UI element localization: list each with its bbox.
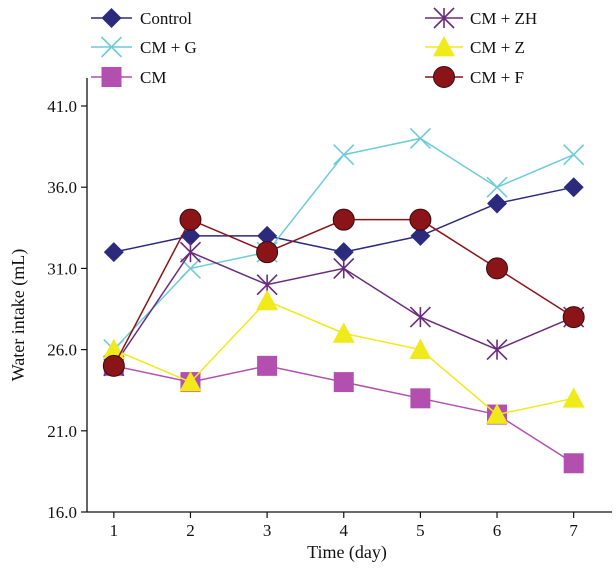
legend-label: CM + Z	[470, 38, 525, 57]
legend-marker	[101, 67, 122, 87]
series-line	[113, 218, 575, 367]
x-tick-label: 5	[416, 521, 425, 540]
axes-layer: 16.0 21.0 26.0 31.0 36.0 41.0 1 2 3 4 5 6 7	[47, 78, 612, 540]
data-point	[486, 339, 508, 361]
data-point	[333, 144, 355, 166]
data-point	[563, 177, 584, 198]
legend: Control CM + G CM CM + ZH CM + Z CM + F	[91, 7, 537, 88]
data-point	[332, 322, 355, 343]
y-tick-label: 41.0	[47, 97, 77, 116]
data-point	[257, 355, 278, 376]
data-point	[409, 306, 431, 328]
data-point	[333, 372, 354, 393]
data-point	[179, 241, 202, 263]
data-point	[256, 241, 279, 264]
data-point	[562, 387, 585, 408]
x-tick-label: 3	[263, 521, 272, 540]
series-layer	[102, 127, 585, 474]
data-point	[102, 354, 125, 377]
data-point	[332, 208, 355, 231]
series-cm	[103, 355, 584, 474]
legend-marker	[433, 66, 455, 88]
series-cm-z	[102, 289, 585, 424]
legend-label: CM + ZH	[470, 9, 537, 28]
data-point	[409, 338, 432, 359]
legend-label: Control	[140, 9, 192, 28]
data-point	[410, 388, 431, 409]
y-tick-label: 36.0	[47, 178, 77, 197]
series-control	[103, 177, 584, 263]
legend-item-control: Control	[91, 8, 192, 28]
x-tick-label: 6	[493, 521, 502, 540]
series-cm-zh	[103, 241, 585, 377]
data-point	[410, 225, 431, 246]
legend-label: CM	[140, 68, 166, 87]
legend-marker	[433, 7, 455, 29]
data-point	[257, 225, 278, 246]
series-cm-f	[102, 208, 585, 377]
data-point	[333, 242, 354, 263]
legend-label: CM + G	[140, 38, 197, 57]
plot-area: 16.0 21.0 26.0 31.0 36.0 41.0 1 2 3 4 5 6 7	[47, 78, 612, 540]
legend-marker	[433, 36, 455, 57]
legend-item-cm-f: CM + F	[425, 66, 524, 88]
x-tick-label: 4	[340, 521, 349, 540]
y-axis-label: Water intake (mL)	[8, 249, 29, 382]
data-point	[486, 257, 509, 280]
x-tick-label: 7	[569, 521, 578, 540]
data-point	[487, 193, 508, 214]
legend-item-cm-zh: CM + ZH	[425, 7, 537, 29]
data-point	[333, 257, 355, 279]
data-point	[180, 225, 201, 246]
data-point	[486, 403, 509, 424]
data-point	[409, 208, 432, 231]
data-point	[563, 453, 584, 474]
y-tick-label: 26.0	[47, 341, 77, 360]
data-point	[409, 127, 431, 150]
legend-marker	[101, 8, 122, 28]
legend-label: CM + F	[470, 68, 524, 87]
y-tick-label: 21.0	[47, 422, 77, 441]
y-tick-label: 31.0	[47, 259, 77, 278]
y-tick-label: 16.0	[47, 503, 77, 522]
data-point	[179, 371, 202, 392]
data-point	[562, 306, 585, 329]
legend-marker	[100, 36, 123, 58]
legend-item-cm-g: CM + G	[91, 36, 197, 58]
x-axis-label: Time (day)	[307, 542, 387, 563]
legend-item-cm-z: CM + Z	[425, 36, 525, 57]
data-point	[486, 176, 508, 198]
data-point	[103, 242, 124, 263]
data-point	[256, 289, 279, 311]
data-point	[179, 208, 202, 231]
legend-item-cm: CM	[91, 67, 166, 87]
x-tick-label: 1	[110, 521, 119, 540]
x-tick-label: 2	[186, 521, 195, 540]
data-point	[563, 144, 585, 166]
